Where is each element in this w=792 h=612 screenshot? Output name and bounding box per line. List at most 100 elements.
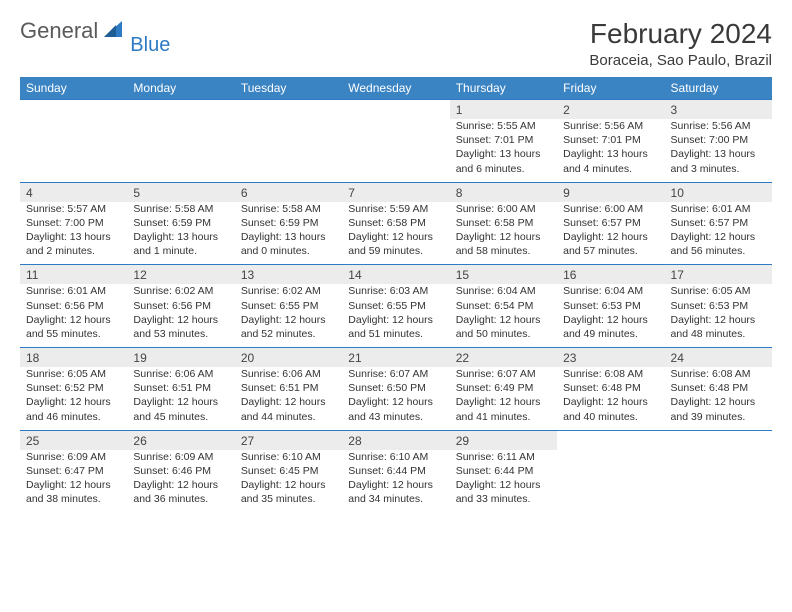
- day-number-cell: [127, 100, 234, 120]
- daylight-text: Daylight: 12 hours and 36 minutes.: [133, 478, 228, 506]
- day-number-cell: 7: [342, 182, 449, 202]
- daylight-text: Daylight: 12 hours and 46 minutes.: [26, 395, 121, 423]
- sunrise-text: Sunrise: 5:59 AM: [348, 202, 443, 216]
- sunrise-text: Sunrise: 5:57 AM: [26, 202, 121, 216]
- day-detail-cell: Sunrise: 6:01 AMSunset: 6:57 PMDaylight:…: [665, 202, 772, 265]
- sunrise-text: Sunrise: 6:09 AM: [26, 450, 121, 464]
- brand-logo: General Blue: [20, 18, 172, 44]
- day-number-cell: [342, 100, 449, 120]
- sunrise-text: Sunrise: 6:07 AM: [348, 367, 443, 381]
- sunset-text: Sunset: 6:57 PM: [563, 216, 658, 230]
- daylight-text: Daylight: 12 hours and 41 minutes.: [456, 395, 551, 423]
- day-detail-cell: Sunrise: 6:00 AMSunset: 6:57 PMDaylight:…: [557, 202, 664, 265]
- sunset-text: Sunset: 6:56 PM: [26, 299, 121, 313]
- day-detail-cell: Sunrise: 5:56 AMSunset: 7:01 PMDaylight:…: [557, 119, 664, 182]
- sunrise-text: Sunrise: 6:08 AM: [671, 367, 766, 381]
- day-detail-cell: Sunrise: 6:08 AMSunset: 6:48 PMDaylight:…: [557, 367, 664, 430]
- sunset-text: Sunset: 6:51 PM: [241, 381, 336, 395]
- day-number-cell: [665, 430, 772, 450]
- sunset-text: Sunset: 6:53 PM: [671, 299, 766, 313]
- daynum-row: 123: [20, 100, 772, 120]
- day-detail-cell: Sunrise: 6:10 AMSunset: 6:44 PMDaylight:…: [342, 450, 449, 513]
- sunrise-text: Sunrise: 6:11 AM: [456, 450, 551, 464]
- detail-row: Sunrise: 5:57 AMSunset: 7:00 PMDaylight:…: [20, 202, 772, 265]
- sunrise-text: Sunrise: 6:00 AM: [563, 202, 658, 216]
- sunrise-text: Sunrise: 5:58 AM: [241, 202, 336, 216]
- day-number-cell: 26: [127, 430, 234, 450]
- daylight-text: Daylight: 13 hours and 3 minutes.: [671, 147, 766, 175]
- sail-icon: [102, 19, 124, 44]
- sunrise-text: Sunrise: 6:08 AM: [563, 367, 658, 381]
- daylight-text: Daylight: 13 hours and 0 minutes.: [241, 230, 336, 258]
- day-number-cell: 6: [235, 182, 342, 202]
- day-detail-cell: Sunrise: 6:08 AMSunset: 6:48 PMDaylight:…: [665, 367, 772, 430]
- day-detail-cell: Sunrise: 5:55 AMSunset: 7:01 PMDaylight:…: [450, 119, 557, 182]
- day-detail-cell: Sunrise: 6:09 AMSunset: 6:46 PMDaylight:…: [127, 450, 234, 513]
- day-number-cell: 14: [342, 265, 449, 285]
- day-header: Wednesday: [342, 77, 449, 100]
- sunrise-text: Sunrise: 5:56 AM: [563, 119, 658, 133]
- day-number-cell: 3: [665, 100, 772, 120]
- detail-row: Sunrise: 6:05 AMSunset: 6:52 PMDaylight:…: [20, 367, 772, 430]
- daylight-text: Daylight: 12 hours and 55 minutes.: [26, 313, 121, 341]
- day-detail-cell: Sunrise: 5:58 AMSunset: 6:59 PMDaylight:…: [127, 202, 234, 265]
- day-detail-cell: Sunrise: 6:03 AMSunset: 6:55 PMDaylight:…: [342, 284, 449, 347]
- sunset-text: Sunset: 6:48 PM: [563, 381, 658, 395]
- day-header: Thursday: [450, 77, 557, 100]
- daylight-text: Daylight: 12 hours and 51 minutes.: [348, 313, 443, 341]
- sunrise-text: Sunrise: 6:00 AM: [456, 202, 551, 216]
- daylight-text: Daylight: 12 hours and 33 minutes.: [456, 478, 551, 506]
- day-number-cell: 21: [342, 348, 449, 368]
- sunset-text: Sunset: 6:51 PM: [133, 381, 228, 395]
- day-number-cell: 13: [235, 265, 342, 285]
- day-number-cell: 20: [235, 348, 342, 368]
- day-number-cell: 12: [127, 265, 234, 285]
- day-number-cell: 4: [20, 182, 127, 202]
- daylight-text: Daylight: 12 hours and 52 minutes.: [241, 313, 336, 341]
- sunset-text: Sunset: 6:49 PM: [456, 381, 551, 395]
- daylight-text: Daylight: 12 hours and 57 minutes.: [563, 230, 658, 258]
- sunrise-text: Sunrise: 6:05 AM: [671, 284, 766, 298]
- daylight-text: Daylight: 12 hours and 49 minutes.: [563, 313, 658, 341]
- day-header: Friday: [557, 77, 664, 100]
- daynum-row: 18192021222324: [20, 348, 772, 368]
- sunrise-text: Sunrise: 5:55 AM: [456, 119, 551, 133]
- day-number-cell: [235, 100, 342, 120]
- daylight-text: Daylight: 12 hours and 44 minutes.: [241, 395, 336, 423]
- day-header-row: SundayMondayTuesdayWednesdayThursdayFrid…: [20, 77, 772, 100]
- day-header: Tuesday: [235, 77, 342, 100]
- sunset-text: Sunset: 6:59 PM: [133, 216, 228, 230]
- sunset-text: Sunset: 6:53 PM: [563, 299, 658, 313]
- day-detail-cell: [20, 119, 127, 182]
- sunset-text: Sunset: 6:55 PM: [348, 299, 443, 313]
- detail-row: Sunrise: 5:55 AMSunset: 7:01 PMDaylight:…: [20, 119, 772, 182]
- sunrise-text: Sunrise: 6:04 AM: [563, 284, 658, 298]
- day-detail-cell: Sunrise: 6:01 AMSunset: 6:56 PMDaylight:…: [20, 284, 127, 347]
- sunrise-text: Sunrise: 6:07 AM: [456, 367, 551, 381]
- daylight-text: Daylight: 12 hours and 50 minutes.: [456, 313, 551, 341]
- day-header: Sunday: [20, 77, 127, 100]
- daylight-text: Daylight: 13 hours and 6 minutes.: [456, 147, 551, 175]
- day-number-cell: 15: [450, 265, 557, 285]
- sunrise-text: Sunrise: 6:10 AM: [348, 450, 443, 464]
- day-detail-cell: Sunrise: 6:04 AMSunset: 6:54 PMDaylight:…: [450, 284, 557, 347]
- sunset-text: Sunset: 6:52 PM: [26, 381, 121, 395]
- day-number-cell: 25: [20, 430, 127, 450]
- daylight-text: Daylight: 12 hours and 40 minutes.: [563, 395, 658, 423]
- sunrise-text: Sunrise: 6:06 AM: [133, 367, 228, 381]
- day-detail-cell: Sunrise: 6:07 AMSunset: 6:49 PMDaylight:…: [450, 367, 557, 430]
- sunset-text: Sunset: 7:01 PM: [456, 133, 551, 147]
- day-detail-cell: Sunrise: 6:06 AMSunset: 6:51 PMDaylight:…: [127, 367, 234, 430]
- sunset-text: Sunset: 6:44 PM: [348, 464, 443, 478]
- detail-row: Sunrise: 6:09 AMSunset: 6:47 PMDaylight:…: [20, 450, 772, 513]
- sunrise-text: Sunrise: 6:09 AM: [133, 450, 228, 464]
- day-number-cell: [20, 100, 127, 120]
- sunset-text: Sunset: 6:57 PM: [671, 216, 766, 230]
- daylight-text: Daylight: 12 hours and 38 minutes.: [26, 478, 121, 506]
- daylight-text: Daylight: 12 hours and 58 minutes.: [456, 230, 551, 258]
- day-number-cell: 10: [665, 182, 772, 202]
- day-number-cell: 5: [127, 182, 234, 202]
- sunset-text: Sunset: 6:50 PM: [348, 381, 443, 395]
- daylight-text: Daylight: 12 hours and 34 minutes.: [348, 478, 443, 506]
- day-detail-cell: Sunrise: 5:59 AMSunset: 6:58 PMDaylight:…: [342, 202, 449, 265]
